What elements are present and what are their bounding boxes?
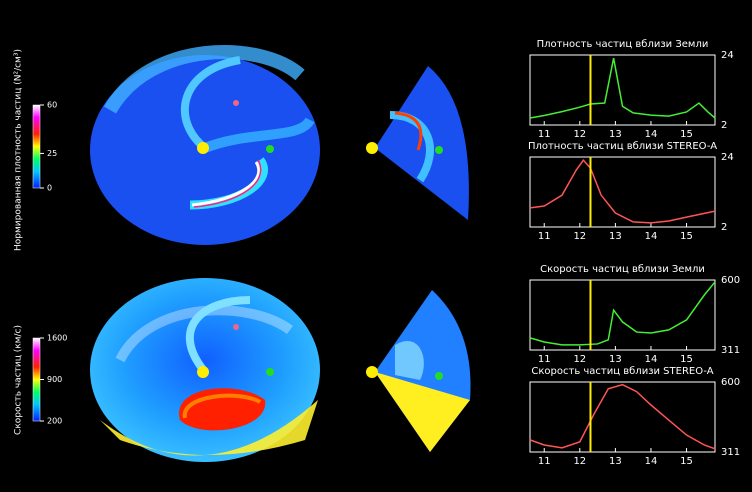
- colorbar-tick-label: 25: [47, 149, 57, 158]
- plot-frame: [529, 54, 716, 126]
- chart-title: Плотность частиц вблизи Земли: [537, 39, 709, 50]
- x-tick-label: 13: [609, 354, 622, 365]
- y-tick-label: 24: [721, 152, 734, 163]
- x-tick-label: 11: [538, 231, 551, 242]
- y-tick-label: 600: [721, 377, 740, 388]
- density-map: [90, 45, 469, 245]
- x-tick-label: 15: [680, 129, 693, 140]
- x-tick-label: 11: [538, 129, 551, 140]
- colorbar-label: Скорость частиц (км/с): [14, 325, 24, 435]
- x-tick-label: 12: [573, 231, 586, 242]
- y-tick-label: 2: [721, 222, 727, 233]
- x-tick-label: 14: [645, 129, 658, 140]
- plot-frame: [529, 279, 716, 351]
- x-tick-label: 12: [573, 354, 586, 365]
- y-tick-label: 600: [721, 275, 740, 286]
- colorbar-tick-label: 1600: [47, 334, 67, 343]
- x-tick-label: 13: [609, 456, 622, 467]
- y-tick-label: 311: [721, 447, 740, 458]
- plot-frame: [529, 156, 716, 228]
- x-tick-label: 13: [609, 231, 622, 242]
- y-tick-label: 311: [721, 345, 740, 356]
- chart-title: Скорость частиц вблизи STEREO-A: [531, 366, 713, 377]
- colorbar-tick-label: 0: [47, 184, 52, 193]
- x-tick-label: 15: [680, 231, 693, 242]
- x-tick-label: 11: [538, 354, 551, 365]
- plot-frame: [529, 381, 716, 453]
- y-tick-label: 24: [721, 50, 734, 61]
- line-series: [529, 281, 716, 346]
- x-tick-label: 15: [680, 456, 693, 467]
- colorbar-tick-label: 900: [47, 375, 62, 384]
- y-tick-label: 2: [721, 120, 727, 131]
- line-series: [529, 158, 716, 224]
- x-tick-label: 15: [680, 354, 693, 365]
- colorbar-label: Нормированная плотность частиц (N²/см³): [14, 49, 24, 251]
- x-tick-label: 13: [609, 129, 622, 140]
- x-tick-label: 11: [538, 456, 551, 467]
- velocity-map: [90, 278, 471, 462]
- colorbar-tick-label: 60: [47, 101, 57, 110]
- chart-title: Скорость частиц вблизи Земли: [540, 264, 705, 275]
- x-tick-label: 12: [573, 129, 586, 140]
- line-series: [529, 383, 716, 450]
- colorbar: [32, 337, 41, 422]
- colorbar-tick-label: 200: [47, 417, 62, 426]
- colorbar: [32, 104, 41, 189]
- chart-title: Плотность частиц вблизи STEREO-A: [528, 141, 717, 152]
- x-tick-label: 14: [645, 354, 658, 365]
- x-tick-label: 14: [645, 231, 658, 242]
- x-tick-label: 12: [573, 456, 586, 467]
- x-tick-label: 14: [645, 456, 658, 467]
- line-series: [529, 58, 716, 119]
